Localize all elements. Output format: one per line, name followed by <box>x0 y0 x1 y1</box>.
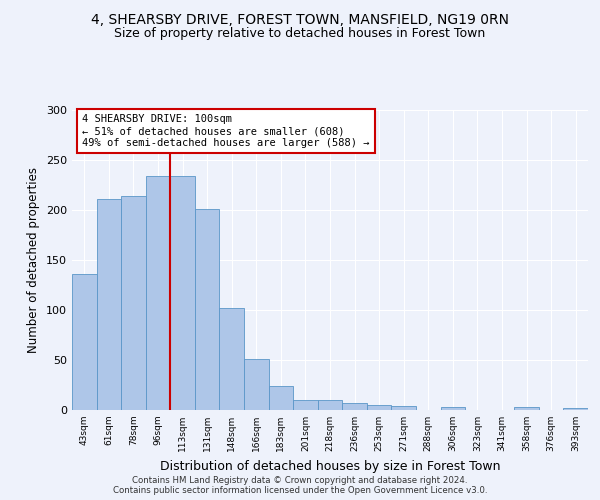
Bar <box>367 405 391 410</box>
Text: 4, SHEARSBY DRIVE, FOREST TOWN, MANSFIELD, NG19 0RN: 4, SHEARSBY DRIVE, FOREST TOWN, MANSFIEL… <box>91 12 509 26</box>
Text: 4 SHEARSBY DRIVE: 100sqm
← 51% of detached houses are smaller (608)
49% of semi-: 4 SHEARSBY DRIVE: 100sqm ← 51% of detach… <box>82 114 370 148</box>
Bar <box>342 403 367 410</box>
Bar <box>97 199 121 410</box>
Bar <box>269 386 293 410</box>
Bar <box>244 359 269 410</box>
Bar <box>121 196 146 410</box>
Bar <box>440 407 465 410</box>
Y-axis label: Number of detached properties: Number of detached properties <box>28 167 40 353</box>
Text: Contains HM Land Registry data © Crown copyright and database right 2024.
Contai: Contains HM Land Registry data © Crown c… <box>113 476 487 495</box>
Bar <box>293 400 318 410</box>
Text: Size of property relative to detached houses in Forest Town: Size of property relative to detached ho… <box>115 28 485 40</box>
Bar <box>514 407 539 410</box>
Bar <box>72 274 97 410</box>
Bar <box>220 308 244 410</box>
Bar <box>195 209 220 410</box>
Bar <box>170 176 195 410</box>
X-axis label: Distribution of detached houses by size in Forest Town: Distribution of detached houses by size … <box>160 460 500 472</box>
Bar <box>563 408 588 410</box>
Bar <box>391 406 416 410</box>
Bar <box>146 176 170 410</box>
Bar <box>318 400 342 410</box>
